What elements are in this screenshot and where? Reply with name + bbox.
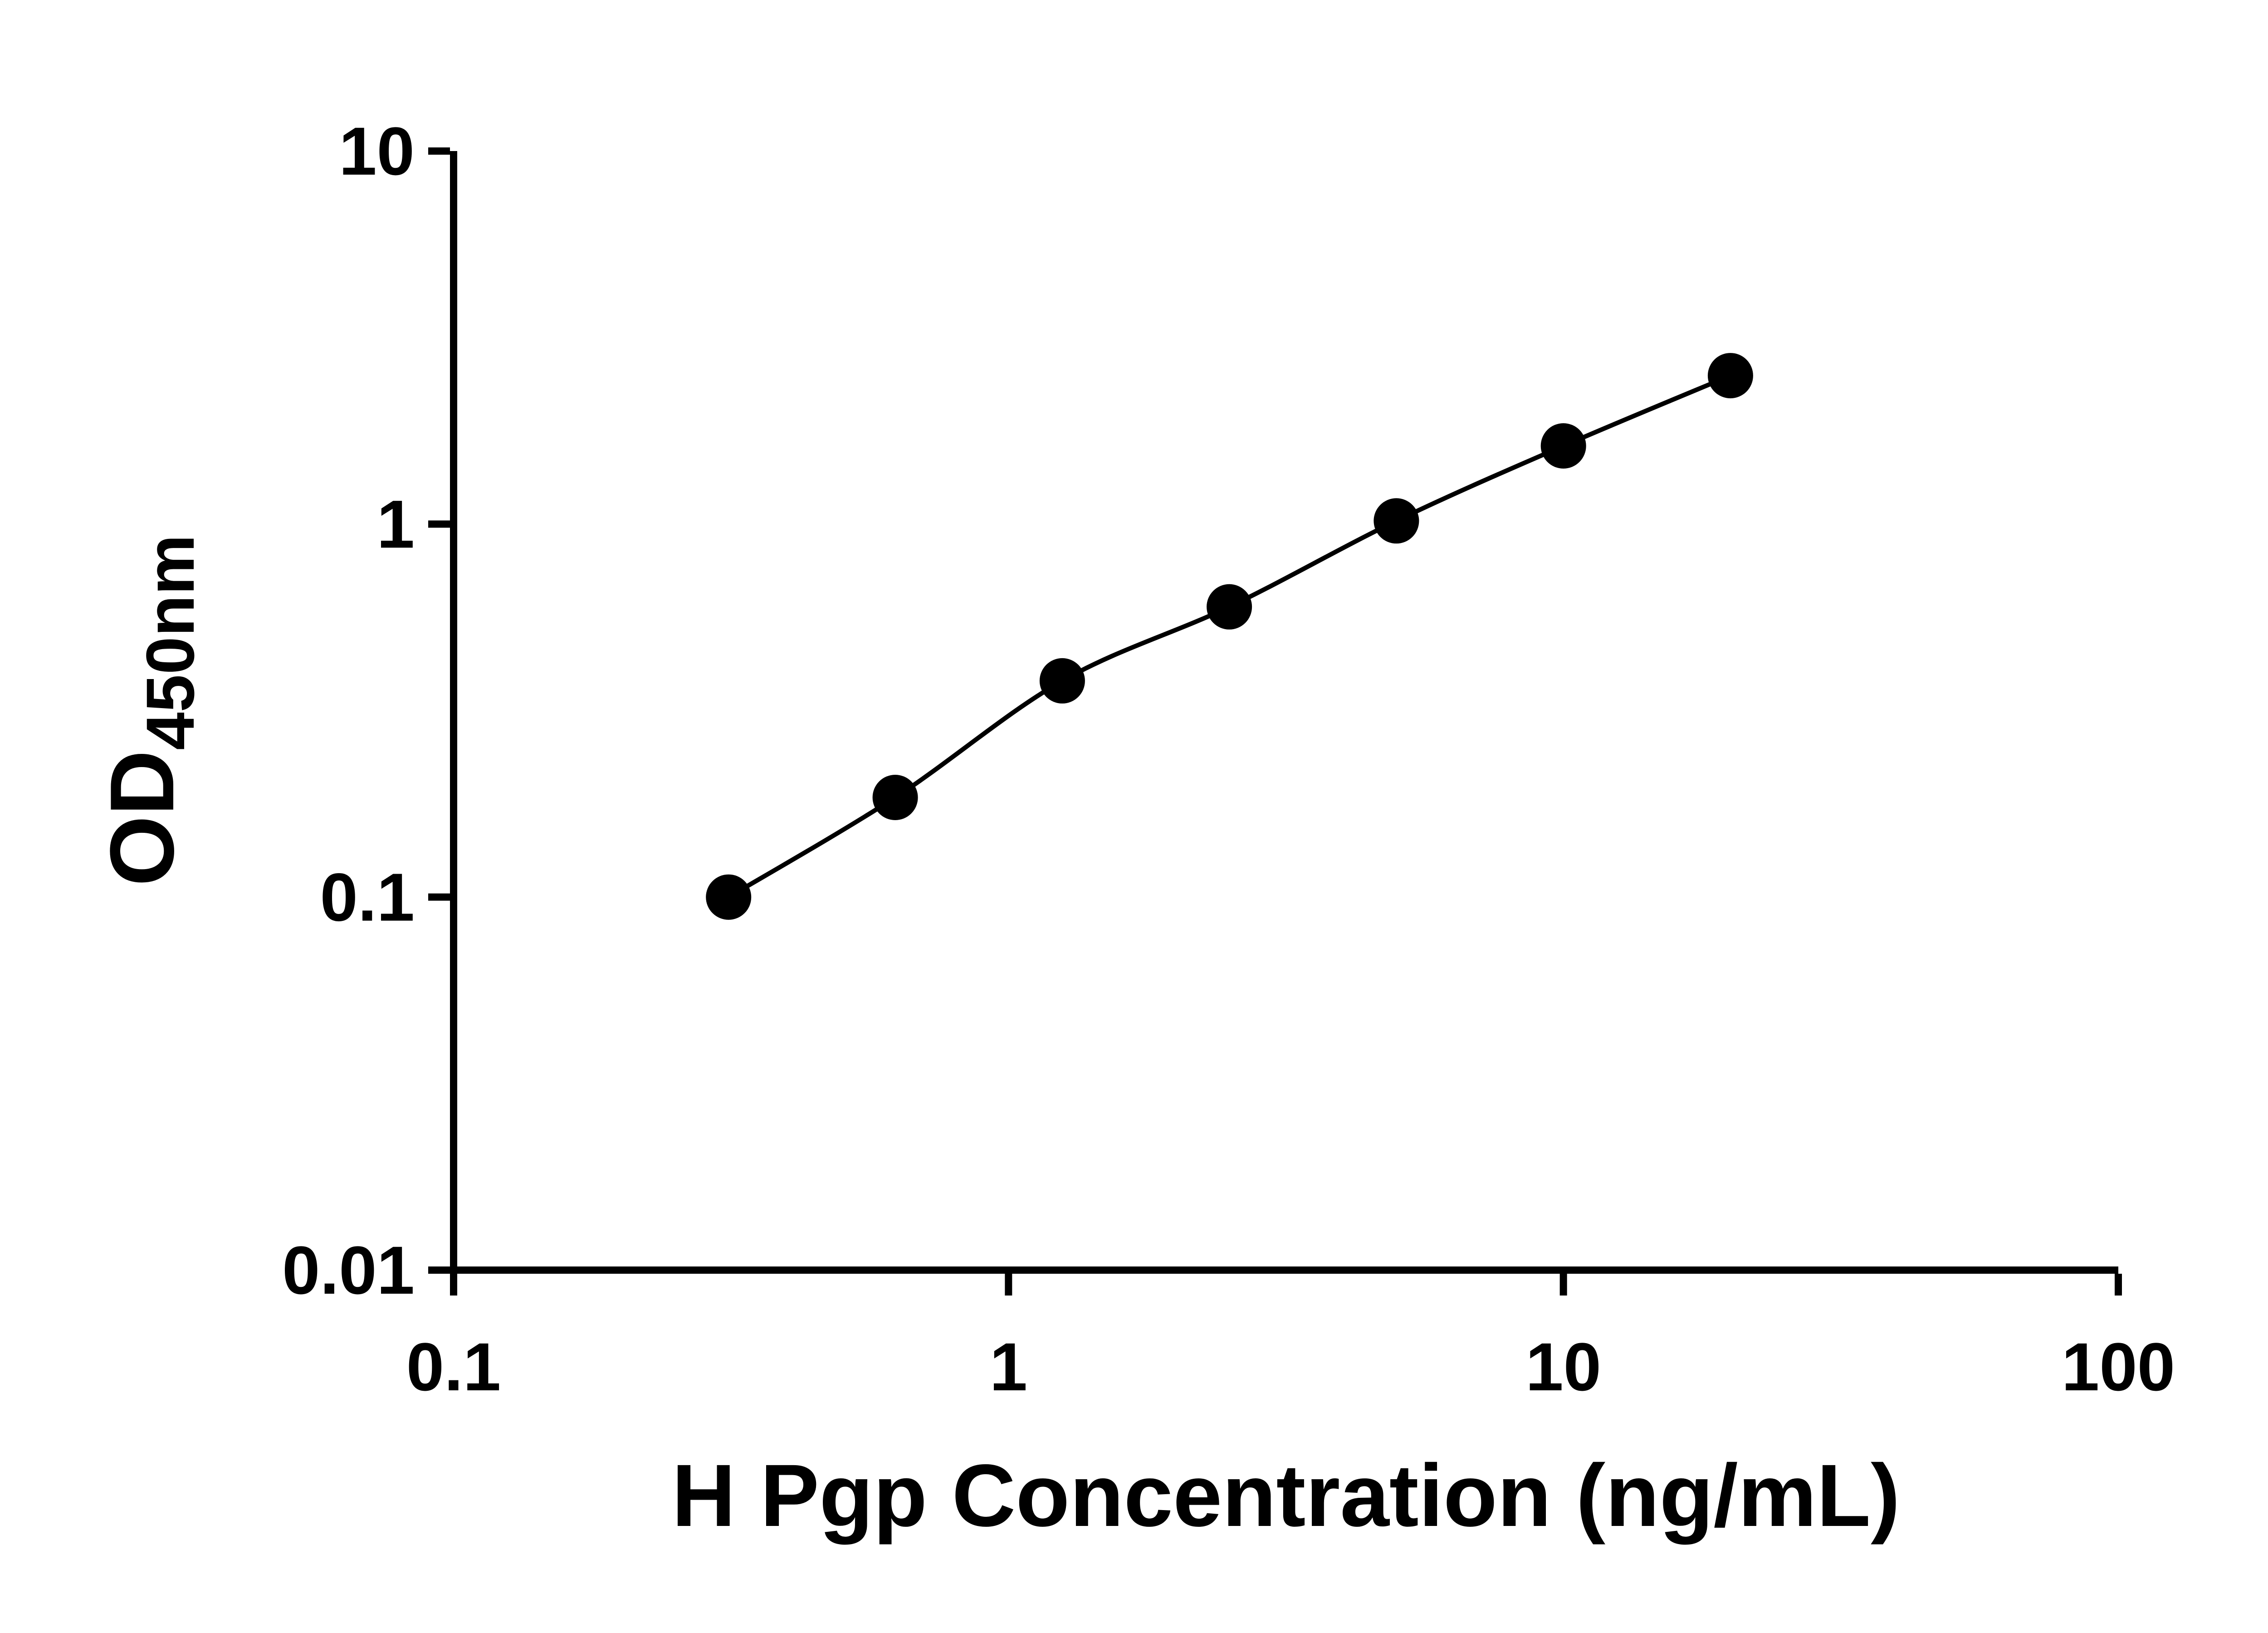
data-point (872, 775, 918, 820)
y-axis-title-strip: OD450nm (0, 0, 299, 1633)
y-tick-label: 1 (377, 486, 415, 562)
y-axis-title-sub: 450nm (132, 534, 208, 750)
y-tick-label: 0.1 (320, 859, 415, 935)
data-point (1207, 584, 1252, 630)
x-axis-title: H Pgp Concentration (ng/mL) (671, 1446, 1901, 1545)
x-tick-label: 0.1 (406, 1329, 501, 1405)
data-point (1707, 353, 1753, 399)
y-tick-label: 10 (339, 113, 415, 189)
x-tick-label: 1 (990, 1329, 1027, 1405)
data-point (1540, 423, 1586, 469)
y-axis-title: OD450nm (90, 534, 210, 886)
y-axis-title-main: OD (91, 750, 193, 886)
y-tick-label: 0.01 (282, 1232, 415, 1308)
data-point (1039, 658, 1085, 704)
x-tick-label: 10 (1525, 1329, 1601, 1405)
data-point (706, 874, 752, 920)
x-tick-label: 100 (2062, 1329, 2175, 1405)
data-point (1374, 498, 1419, 544)
